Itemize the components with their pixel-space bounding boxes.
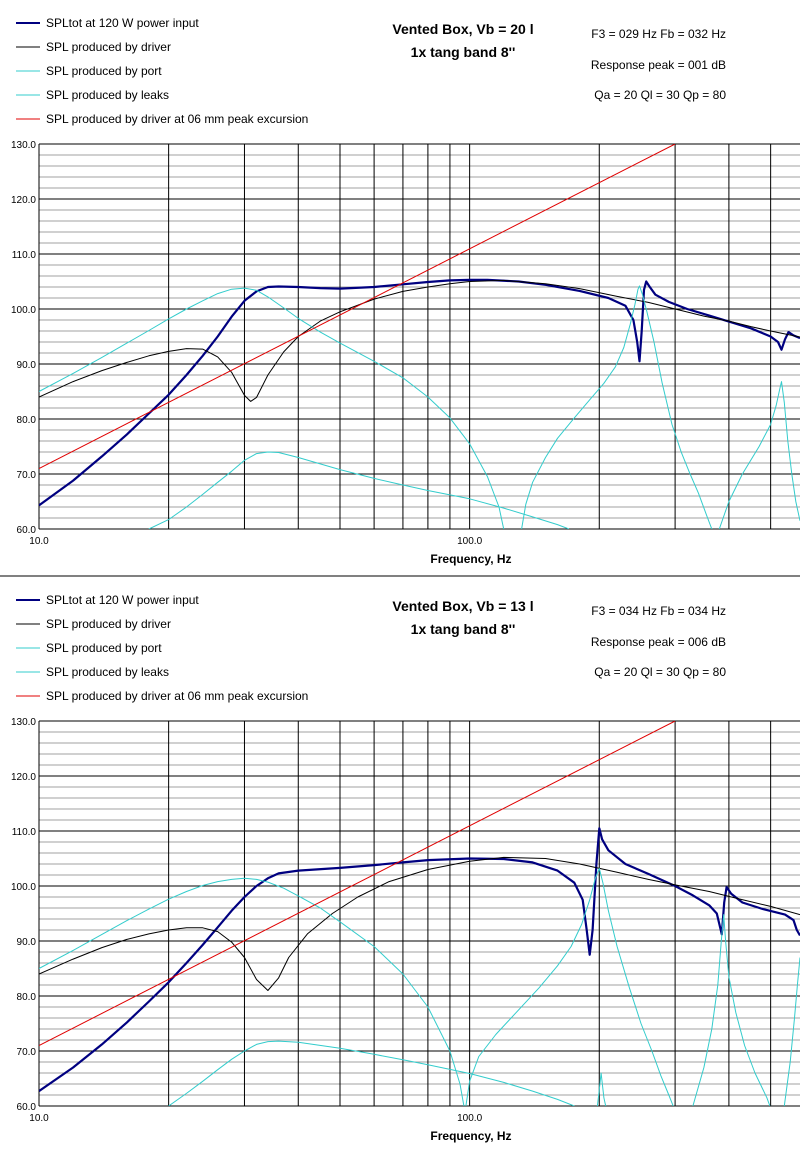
x-tick-label: 100.0 [457,1113,482,1124]
chart-panel-top: SPLtot at 120 W power input SPL produced … [10,16,800,566]
chart-panel-bottom: SPLtot at 120 W power input SPL produced … [0,577,800,1154]
legend-label-driver: SPL produced by driver [46,617,171,631]
series-line-excursion [39,721,676,1046]
y-tick-label: 70.0 [17,1047,37,1058]
y-tick-label: 90.0 [17,360,37,371]
chart-bottom: SPLtot at 120 W power input SPL produced … [11,593,800,1143]
legend-label-driver: SPL produced by driver [46,40,171,54]
y-tick-label: 80.0 [17,992,37,1003]
series-line-leaks [168,1040,575,1106]
y-tick-label: 100.0 [11,305,36,316]
legend-label-port: SPL produced by port [46,641,162,655]
x-tick-label: 10.0 [29,1113,49,1124]
legend-label-excursion: SPL produced by driver at 06 mm peak exc… [46,112,308,126]
x-tick-label: 10.0 [29,536,49,547]
chart-separator [0,575,800,577]
y-tick-label: 100.0 [11,882,36,893]
chart-title: Vented Box, Vb = 20 l [392,21,533,37]
info-response-peak: Response peak = 006 dB [591,635,726,649]
series-line-spl_total [39,278,800,507]
info-q-values: Qa = 20 Ql = 30 Qp = 80 [594,665,726,679]
chart-title: Vented Box, Vb = 13 l [392,598,533,614]
y-tick-label: 130.0 [11,140,36,151]
series-line-leaks [148,451,570,529]
info-response-peak: Response peak = 001 dB [591,58,726,72]
series-line-driver [39,279,800,402]
y-tick-label: 110.0 [12,250,37,261]
series-line-port [465,867,674,1106]
x-axis-title: Frequency, Hz [430,552,511,566]
y-tick-label: 130.0 [11,717,36,728]
info-q-values: Qa = 20 Ql = 30 Qp = 80 [594,88,726,102]
series-group [39,144,800,529]
legend-label-leaks: SPL produced by leaks [46,88,169,102]
series-line-port [692,914,771,1106]
legend-label-port: SPL produced by port [46,64,162,78]
y-tick-label: 110.0 [12,827,37,838]
y-tick-label: 70.0 [17,470,37,481]
legend-label-leaks: SPL produced by leaks [46,665,169,679]
chart-subtitle: 1x tang band 8'' [411,621,516,637]
chart-top: SPLtot at 120 W power input SPL produced … [11,16,800,566]
y-tick-label: 120.0 [11,772,36,783]
series-group [39,721,800,1106]
series-line-port [39,877,465,1106]
series-line-port [783,957,800,1106]
x-tick-label: 100.0 [457,536,482,547]
y-tick-label: 60.0 [17,1102,37,1113]
series-line-driver [39,856,800,991]
series-line-port [718,381,800,529]
x-axis-title: Frequency, Hz [430,1129,511,1143]
plot-area [39,721,800,1106]
series-line-excursion [39,144,676,469]
legend-label-spl_total: SPLtot at 120 W power input [46,16,199,30]
chart-subtitle: 1x tang band 8'' [411,44,516,60]
series-line-leaks [596,1072,607,1106]
series-line-port [521,285,713,529]
series-line-port [39,287,505,529]
y-tick-label: 80.0 [17,415,37,426]
legend-label-spl_total: SPLtot at 120 W power input [46,593,199,607]
y-tick-label: 120.0 [11,195,36,206]
info-f3-fb: F3 = 034 Hz Fb = 034 Hz [591,604,726,618]
plot-area [39,144,800,529]
series-line-spl_total [39,827,800,1093]
legend-label-excursion: SPL produced by driver at 06 mm peak exc… [46,689,308,703]
y-tick-label: 60.0 [17,525,37,536]
info-f3-fb: F3 = 029 Hz Fb = 032 Hz [591,27,726,41]
y-tick-label: 90.0 [17,937,37,948]
